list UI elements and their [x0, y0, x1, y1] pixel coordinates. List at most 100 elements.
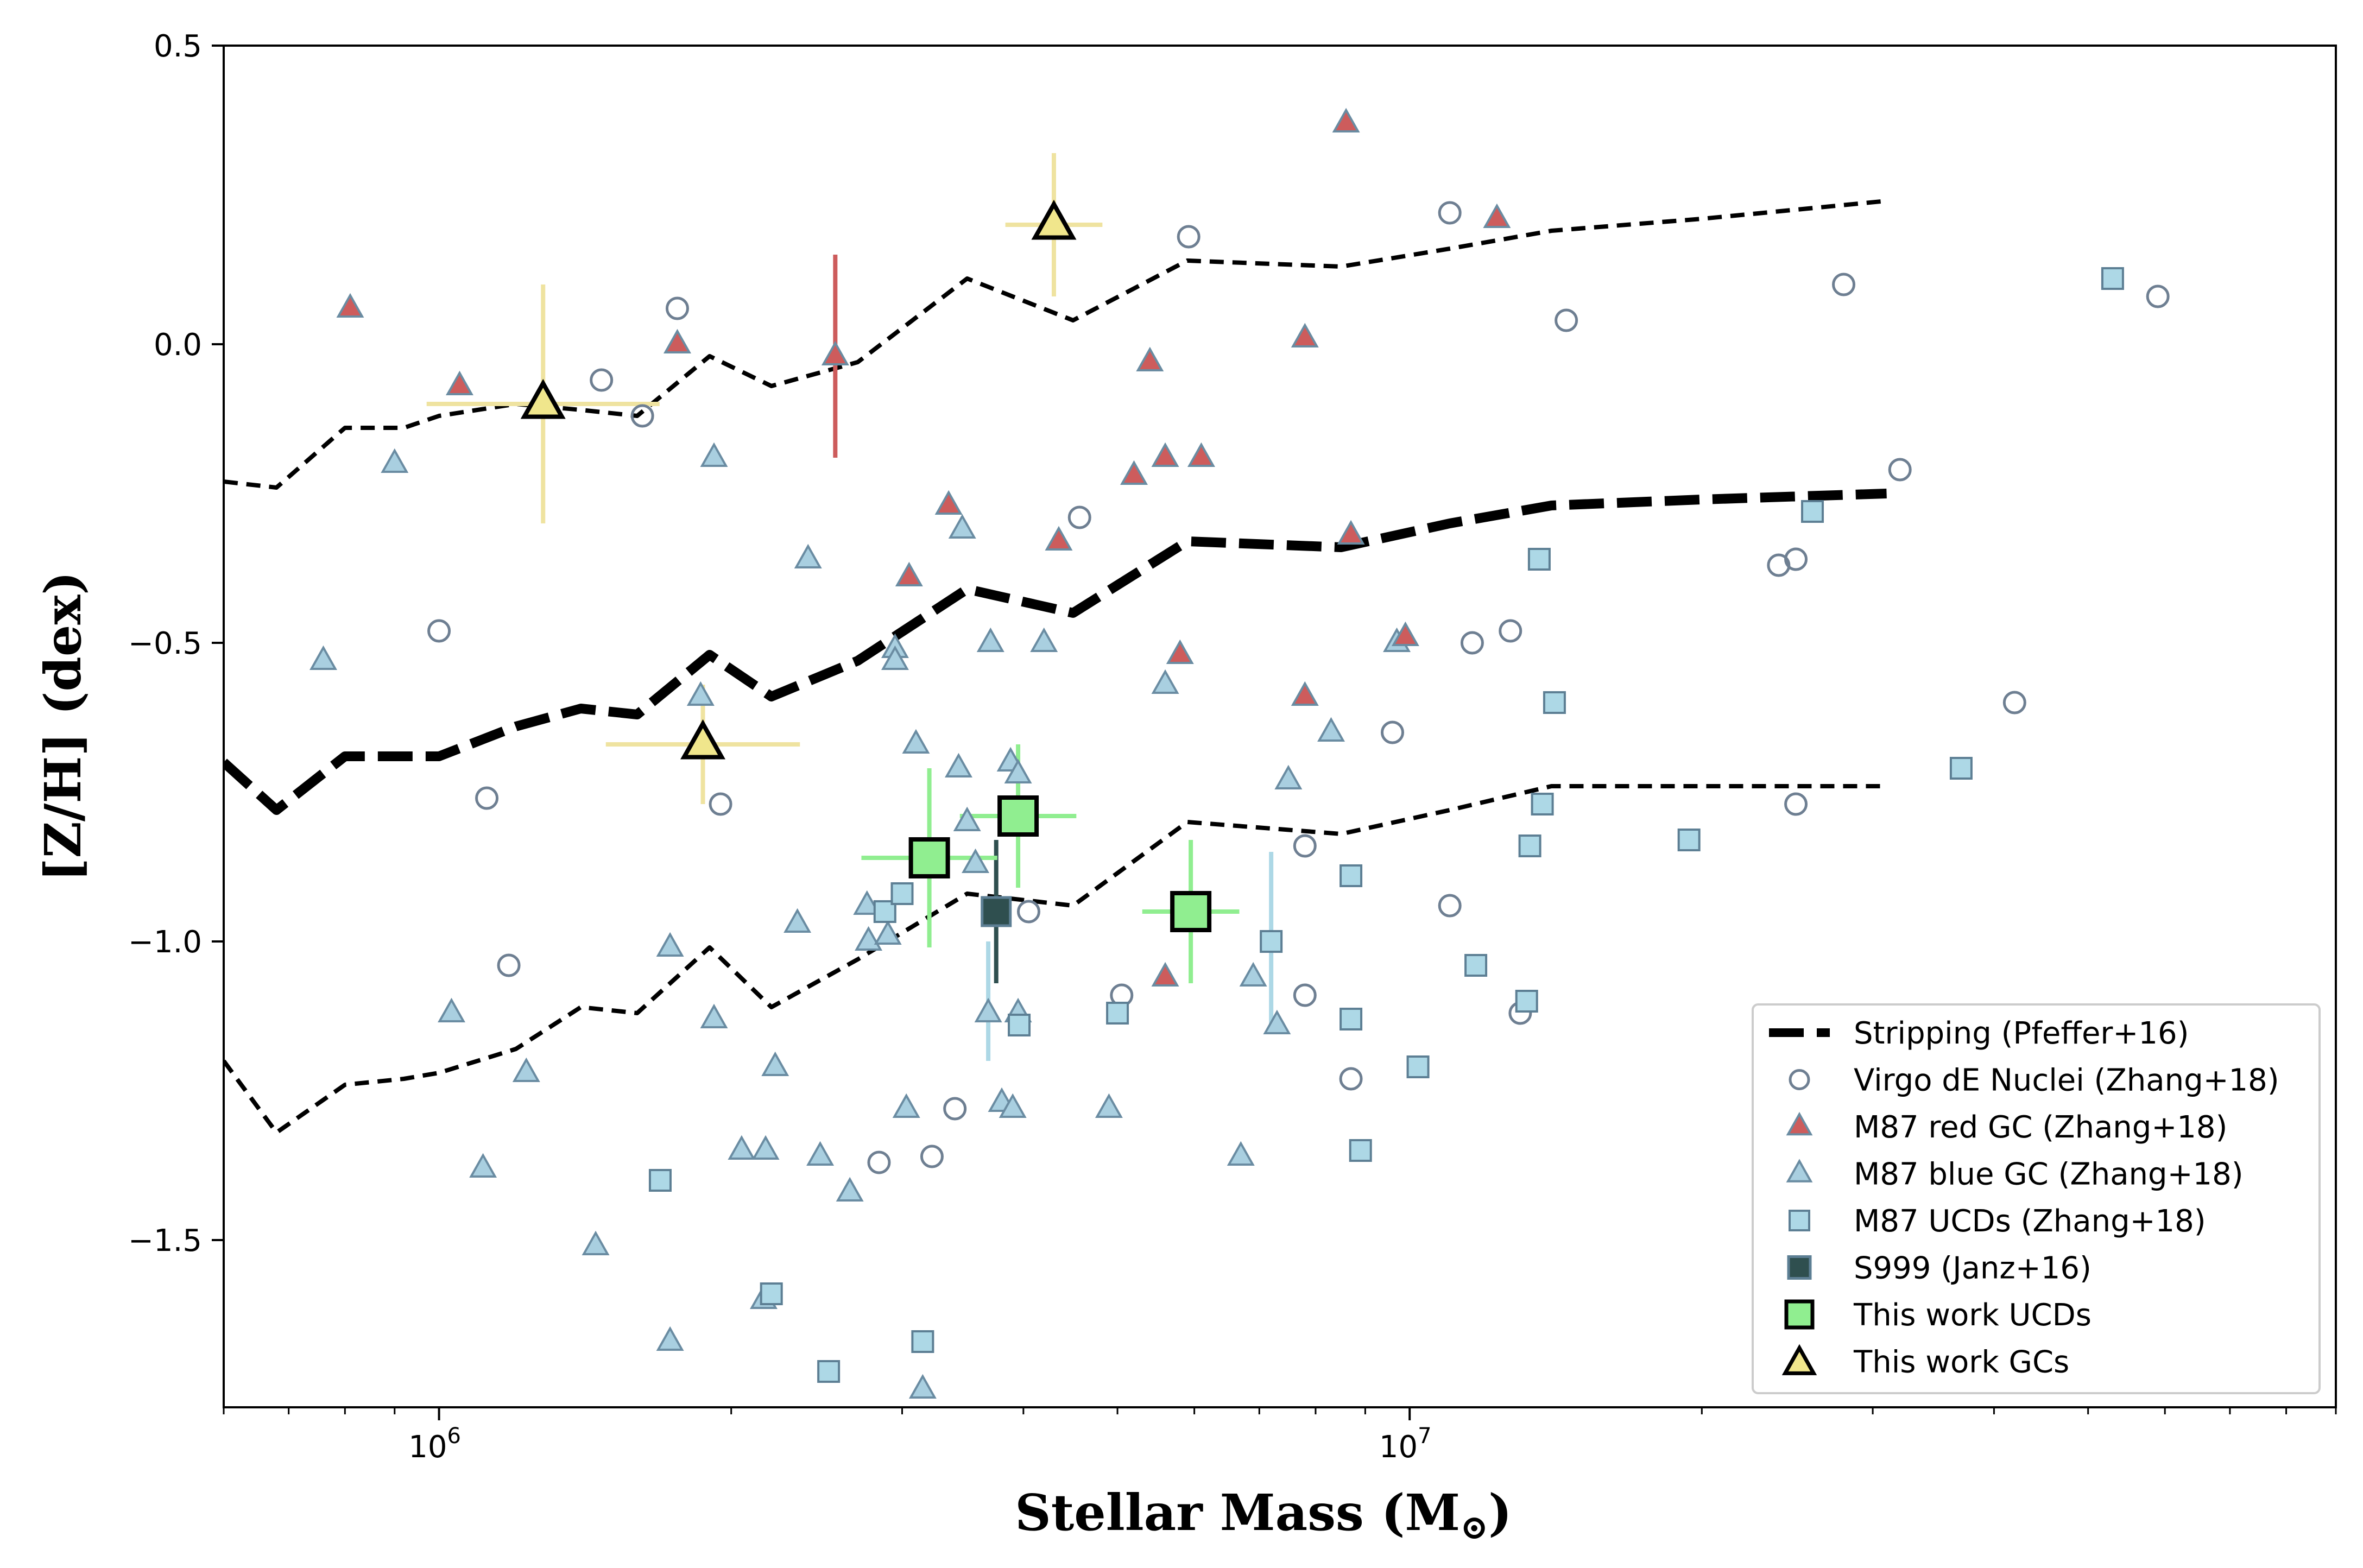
dE-nucleus-point: [2146, 284, 2170, 308]
legend-label: S999 (Janz+16): [1854, 1251, 2092, 1286]
blue-gc-point: [700, 442, 728, 467]
blue-gc-point: [1030, 627, 1058, 652]
blue-gc-point: [794, 543, 822, 568]
dE-nucleus-point: [1380, 720, 1404, 744]
x-tick-exponent: 6: [447, 1424, 460, 1449]
blue-gc-point: [1239, 962, 1267, 987]
red-gc-point: [663, 328, 691, 353]
y-tick-label: −1.5: [128, 1223, 202, 1259]
dE-nucleus-point: [1784, 547, 1808, 571]
blue-gc-point: [892, 1093, 920, 1118]
blue-gc-point: [974, 997, 1002, 1022]
blue-gc-point: [1227, 1141, 1255, 1166]
ucd-point: [1543, 691, 1566, 714]
red-gc-point: [1187, 442, 1215, 467]
y-axis-title: [Z/H] (dex): [34, 571, 92, 882]
ucd-point: [890, 882, 914, 905]
ucd-point: [873, 900, 896, 923]
legend-label: This work UCDs: [1853, 1298, 2092, 1333]
red-gc-point: [1332, 108, 1360, 132]
dE-nucleus-point: [1832, 273, 1856, 296]
blue-gc-point: [582, 1230, 610, 1255]
blue-gc-point: [1095, 1093, 1123, 1118]
y-tick-label: 0.5: [154, 29, 202, 64]
red-gc-point: [445, 370, 473, 395]
blue-gc-point: [309, 645, 337, 670]
dE-nucleus-point: [943, 1097, 967, 1121]
blue-gc-point: [438, 997, 465, 1022]
y-tick-label: 0.0: [154, 327, 202, 363]
blue-gc-point: [945, 753, 972, 777]
red-gc-point: [1120, 460, 1148, 485]
blue-gc-point: [512, 1057, 540, 1082]
blue-gc-point: [1151, 669, 1179, 694]
this-work-ucd-point: [1170, 891, 1212, 932]
ucd-point: [1406, 1055, 1430, 1078]
dE-nucleus-point: [1438, 201, 1462, 225]
blue-gc-point: [953, 806, 981, 831]
blue-gc-point: [761, 1051, 789, 1076]
ucd-point: [648, 1169, 672, 1192]
blue-gc-point: [1274, 764, 1303, 789]
red-gc-point: [1151, 962, 1179, 987]
legend-label: This work GCs: [1853, 1345, 2069, 1380]
legend-label: Stripping (Pfeffer+16): [1854, 1016, 2189, 1051]
ucd-point: [1515, 990, 1538, 1013]
x-tick-base: 10: [408, 1430, 447, 1465]
data-points: [309, 108, 2170, 1399]
dE-nucleus-point: [1555, 308, 1578, 332]
red-gc-point: [1337, 520, 1365, 545]
blue-gc-point: [806, 1141, 835, 1166]
x-axis-title-main: Stellar Mass (M: [1015, 1483, 1460, 1542]
legend-symbol-this-gc: [1781, 1344, 1817, 1375]
blue-gc-point: [751, 1135, 780, 1160]
x-tick-exponent: 7: [1418, 1424, 1431, 1449]
blue-gc-point: [656, 1326, 684, 1351]
stripping-lower-line: [224, 784, 1887, 1135]
legend-label: M87 UCDs (Zhang+18): [1854, 1204, 2206, 1239]
red-gc-point: [1151, 442, 1179, 467]
dE-nucleus-point: [665, 296, 689, 320]
blue-gc-point: [1263, 1009, 1291, 1034]
blue-gc-point: [908, 1374, 937, 1399]
x-tick-base: 10: [1379, 1430, 1418, 1465]
dE-nucleus-point: [1067, 505, 1091, 529]
dE-nucleus-point: [1016, 900, 1040, 924]
ucd-point: [760, 1282, 783, 1305]
blue-gc-point: [381, 448, 409, 473]
ucd-point: [1260, 930, 1283, 953]
red-gc-point: [1291, 681, 1319, 706]
x-axis-title: Stellar Mass (M⊙): [1015, 1483, 1512, 1547]
blue-gc-point: [948, 514, 976, 539]
this-work-ucd-point: [908, 837, 950, 878]
red-gc-point: [1136, 346, 1164, 371]
blue-gc-point: [1317, 717, 1345, 742]
blue-gc-point: [656, 932, 684, 957]
this-work-ucd-point: [997, 795, 1039, 837]
ucd-point: [1677, 829, 1701, 851]
ucd-point: [2101, 267, 2124, 290]
blue-gc-point: [874, 920, 902, 945]
legend-label: M87 blue GC (Zhang+18): [1854, 1157, 2244, 1192]
ucd-point: [1531, 793, 1554, 815]
ucd-point: [1349, 1139, 1372, 1162]
legend-symbol-this-ucd: [1784, 1299, 1815, 1330]
dE-nucleus-point: [1888, 458, 1912, 482]
x-axis-title-sub: ⊙: [1460, 1507, 1488, 1547]
ucd-point: [817, 1360, 841, 1383]
legend-symbol-blue-gc: [1786, 1159, 1813, 1183]
ucd-point: [1527, 548, 1551, 571]
dE-nucleus-point: [1438, 894, 1462, 918]
legend-symbol-s999: [1787, 1255, 1812, 1280]
dE-nucleus-point: [2002, 691, 2026, 715]
dE-nucleus-point: [1293, 834, 1317, 858]
plot-frame: [223, 45, 2337, 1408]
dE-nucleus-point: [427, 619, 451, 643]
dE-nucleus-point: [709, 792, 732, 816]
dE-nucleus-point: [1499, 619, 1522, 643]
ucd-point: [1949, 757, 1973, 780]
stripping-median-line: [224, 489, 1887, 815]
blue-gc-point: [469, 1153, 497, 1178]
legend-symbol-ucd: [1789, 1210, 1810, 1231]
